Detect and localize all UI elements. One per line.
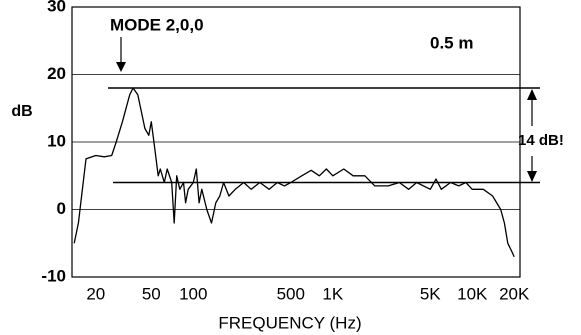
x-tick-label: 5K — [420, 284, 441, 303]
y-tick-label: 30 — [47, 0, 66, 15]
y-tick-label: -10 — [41, 266, 66, 285]
x-axis-label: FREQUENCY (Hz) — [218, 313, 361, 332]
x-tick-label: 50 — [142, 284, 161, 303]
peak-label: MODE 2,0,0 — [110, 15, 204, 34]
range-label: 14 dB! — [518, 132, 564, 149]
y-tick-label: 20 — [47, 64, 66, 83]
peak-arrowhead — [116, 62, 126, 72]
y-axis-label: dB — [11, 103, 32, 120]
y-tick-label: 10 — [47, 131, 66, 150]
distance-label: 0.5 m — [430, 33, 473, 52]
x-tick-label: 100 — [179, 284, 207, 303]
range-arrowhead — [527, 89, 537, 100]
response-line — [73, 87, 515, 258]
x-tick-label: 20 — [86, 284, 105, 303]
x-tick-label: 20K — [499, 284, 530, 303]
x-tick-label: 500 — [277, 284, 305, 303]
x-tick-label: 1K — [322, 284, 343, 303]
x-tick-label: 10K — [457, 284, 488, 303]
y-tick-label: 0 — [57, 199, 66, 218]
range-arrowhead — [527, 171, 537, 182]
